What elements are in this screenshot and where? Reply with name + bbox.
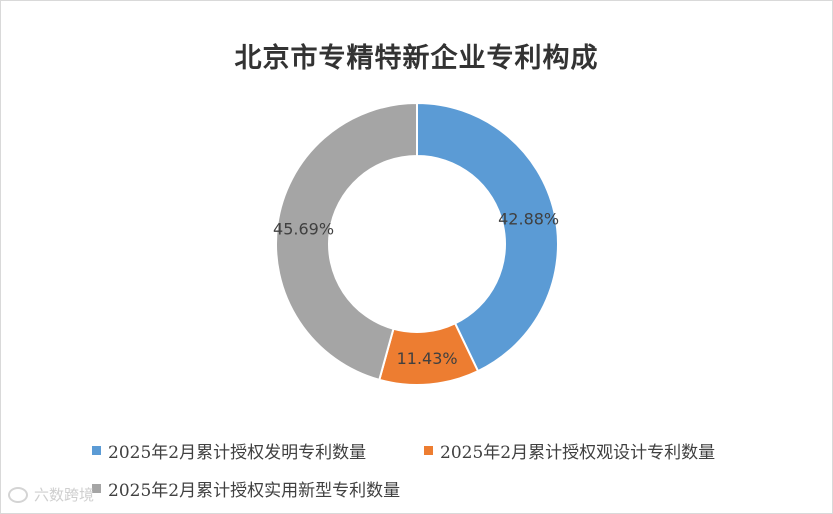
- data-label-invention: 42.88%: [498, 210, 559, 229]
- legend-swatch-design: [424, 446, 433, 455]
- watermark: 六数跨境: [8, 484, 94, 505]
- legend-item-invention: 2025年2月累计授权发明专利数量: [92, 438, 366, 463]
- cube-logo-icon: [8, 486, 28, 503]
- data-label-design: 11.43%: [397, 349, 458, 368]
- legend-label-design: 2025年2月累计授权观设计专利数量: [440, 443, 716, 463]
- donut-slice-invention: [416, 101, 559, 373]
- data-label-utility: 45.69%: [273, 220, 334, 239]
- legend-item-utility: 2025年2月累计授权实用新型专利数量: [92, 476, 400, 501]
- donut-slice-utility: [275, 101, 418, 382]
- chart-title: 北京市专精特新企业专利构成: [234, 43, 599, 74]
- legend-swatch-invention: [92, 446, 101, 455]
- legend-label-invention: 2025年2月累计授权发明专利数量: [108, 443, 367, 463]
- legend-item-design: 2025年2月累计授权观设计专利数量: [424, 438, 715, 463]
- watermark-text: 六数跨境: [34, 486, 95, 504]
- legend-label-utility: 2025年2月累计授权实用新型专利数量: [108, 481, 401, 501]
- legend-swatch-utility: [92, 484, 101, 493]
